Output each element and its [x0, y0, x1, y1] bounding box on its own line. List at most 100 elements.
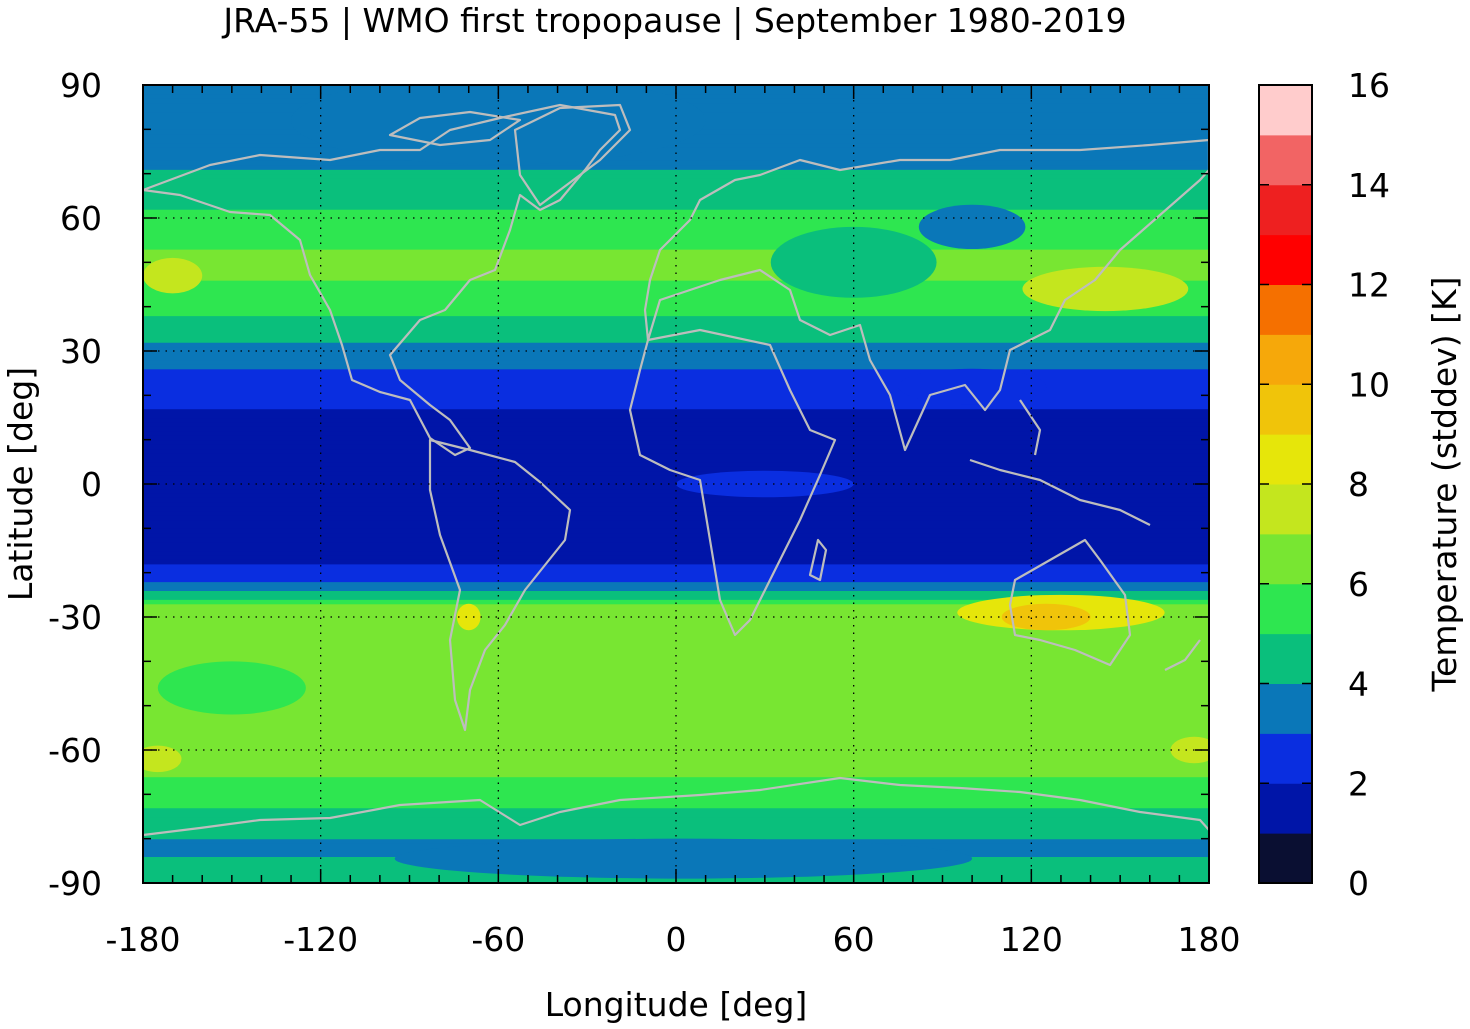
heatmap-band	[143, 475, 1209, 481]
heatmap-band	[143, 674, 1209, 680]
heatmap-region	[143, 745, 182, 773]
colorbar-cell	[1259, 334, 1312, 385]
colorbar-cell	[1259, 633, 1312, 684]
x-tick-label: 0	[666, 920, 687, 959]
heatmap-region	[456, 603, 481, 631]
heatmap-band	[143, 590, 1209, 596]
heatmap-band	[143, 763, 1209, 769]
heatmap-band	[143, 191, 1209, 197]
heatmap-band	[143, 528, 1209, 534]
y-tick-label: -60	[48, 731, 102, 770]
heatmap-band	[143, 501, 1209, 507]
heatmap-band	[143, 643, 1209, 649]
colorbar-tick-label: 8	[1348, 465, 1369, 504]
heatmap-band	[143, 359, 1209, 365]
heatmap-band	[143, 160, 1209, 166]
minor-ticks	[142, 84, 1210, 884]
heatmap-band	[143, 741, 1209, 747]
coastline-outline	[143, 103, 1209, 837]
heatmap-band	[143, 807, 1209, 813]
heatmap-band	[143, 266, 1209, 272]
heatmap-band	[143, 599, 1209, 605]
heatmap-band	[143, 696, 1209, 702]
chart-title: JRA-55 | WMO first tropopause | Septembe…	[221, 1, 1126, 40]
heatmap-band	[143, 373, 1209, 379]
heatmap-band	[143, 785, 1209, 791]
heatmap-band	[143, 652, 1209, 658]
heatmap-band	[143, 280, 1209, 286]
heatmap-band	[143, 710, 1209, 716]
heatmap-band	[143, 798, 1209, 804]
heatmap-band	[143, 497, 1209, 503]
heatmap-band	[143, 687, 1209, 693]
y-axis-label: Latitude [deg]	[1, 367, 40, 601]
heatmap-band	[143, 226, 1209, 232]
heatmap-band	[143, 581, 1209, 587]
heatmap-band	[143, 572, 1209, 578]
heatmap-band	[143, 244, 1209, 250]
heatmap-band	[143, 169, 1209, 175]
heatmap-band	[143, 204, 1209, 210]
heatmap-region	[770, 226, 937, 298]
heatmap-band	[143, 457, 1209, 463]
heatmap-band	[143, 718, 1209, 724]
heatmap-band	[143, 439, 1209, 445]
y-tick-label: -30	[48, 598, 102, 637]
heatmap-band	[143, 745, 1209, 751]
heatmap-band	[143, 382, 1209, 388]
heatmap-band	[143, 408, 1209, 414]
heatmap-band	[143, 444, 1209, 450]
heatmap-band	[143, 714, 1209, 720]
heatmap-band	[143, 816, 1209, 822]
heatmap-band	[143, 222, 1209, 228]
y-tick-label: 30	[60, 332, 102, 371]
heatmap-band	[143, 448, 1209, 454]
y-tick-label: 60	[60, 199, 102, 238]
heatmap-band	[143, 772, 1209, 778]
colorbar-tick-label: 4	[1348, 665, 1369, 704]
heatmap-band	[143, 355, 1209, 361]
heatmap-band	[143, 311, 1209, 317]
heatmap-band	[143, 430, 1209, 436]
heatmap-region	[898, 368, 1047, 405]
colorbar-cell	[1259, 284, 1312, 335]
heatmap-region	[1022, 266, 1189, 312]
heatmap-band	[143, 568, 1209, 574]
heatmap-band	[143, 386, 1209, 392]
heatmap-band	[143, 284, 1209, 290]
heatmap-band	[143, 351, 1209, 357]
colorbar-cell	[1259, 783, 1312, 834]
colorbar: 0 2 4 6 8 10 12 14 16 Temperature (stddev) [K]	[1258, 66, 1464, 903]
heatmap-band	[143, 209, 1209, 215]
heatmap-band	[143, 479, 1209, 485]
y-tick-label: 90	[60, 66, 102, 105]
heatmap-band	[143, 288, 1209, 294]
heatmap-field	[143, 85, 1209, 883]
heatmap-band	[143, 754, 1209, 760]
colorbar-label: Temperature (stddev) [K]	[1425, 276, 1464, 692]
colorbar-tick-label: 10	[1348, 365, 1390, 404]
heatmap-band	[143, 776, 1209, 782]
heatmap-band	[143, 484, 1209, 490]
heatmap-band	[143, 701, 1209, 707]
heatmap-band	[143, 346, 1209, 352]
heatmap-band	[143, 767, 1209, 773]
x-tick-label: 60	[833, 920, 875, 959]
heatmap-band	[143, 723, 1209, 729]
heatmap-band	[143, 537, 1209, 543]
heatmap-band	[143, 395, 1209, 401]
colorbar-cell	[1259, 583, 1312, 635]
colorbar-tick-label: 6	[1348, 565, 1369, 604]
heatmap-band	[143, 506, 1209, 512]
heatmap-band	[143, 249, 1209, 255]
heatmap-band	[143, 324, 1209, 330]
heatmap-band	[143, 523, 1209, 529]
heatmap-band	[143, 470, 1209, 476]
heatmap-band	[143, 213, 1209, 219]
colorbar-tick-label: 2	[1348, 764, 1369, 803]
heatmap-band	[143, 820, 1209, 826]
colorbar-cell	[1259, 484, 1312, 535]
heatmap-band	[143, 200, 1209, 206]
colorbar-ticks: 0 2 4 6 8 10 12 14 16	[1259, 66, 1390, 903]
